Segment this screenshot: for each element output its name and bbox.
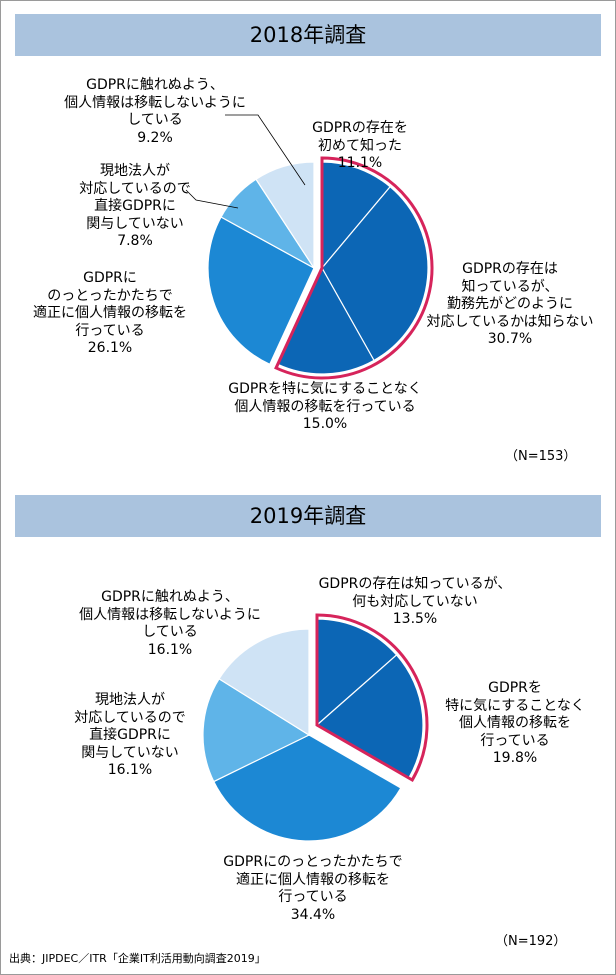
pie2019-label-2: GDPRにのっとったかたちで 適正に個人情報の移転を 行っている 34.4% — [223, 854, 403, 923]
source-note: 出典：JIPDEC／ITR「企業IT利活用動向調査2019」 — [9, 952, 266, 965]
pie2018-label-3: GDPRに のっとったかたちで 適正に個人情報の移転を 行っている 26.1% — [33, 270, 187, 356]
pie2019-label-4: GDPRに触れぬよう、 個人情報は移転しないように している 16.1% — [79, 589, 261, 658]
pie2018-label-5: GDPRに触れぬよう、 個人情報は移転しないように している 9.2% — [64, 77, 246, 146]
pie2018-label-0: GDPRの存在を 初めて知った 11.1% — [312, 120, 408, 171]
chart-title-2019: 2019年調査 — [15, 495, 601, 537]
pie2018-label-1: GDPRの存在は 知っているが、 勤務先がどのように 対応しているかは知らない … — [426, 261, 594, 347]
pie2018-label-2: GDPRを特に気にすることなく 個人情報の移転を行っている 15.0% — [228, 381, 422, 432]
pie2018-label-4: 現地法人が 対応しているので 直接GDPRに 関与していない 7.8% — [79, 163, 191, 249]
pie0-slice-1 — [321, 185, 429, 362]
pie1-highlight-outline — [315, 613, 429, 783]
pie2019-label-3: 現地法人が 対応しているので 直接GDPRに 関与していない 16.1% — [74, 692, 186, 778]
pie0-highlight-outline — [274, 156, 434, 380]
pie1-slice-4 — [218, 628, 310, 737]
pie0-callout-line-1 — [185, 189, 239, 209]
pie2019-label-0: GDPRの存在は知っているが、 何も対応していない 13.5% — [318, 576, 512, 627]
pie2019-n: （N=192） — [495, 934, 567, 949]
pie1-slice-3 — [202, 678, 311, 783]
pie0-callout-line-0 — [225, 114, 306, 186]
pie1-slice-1 — [315, 654, 424, 779]
pie1-slice-2 — [212, 734, 402, 842]
chart-title-2018: 2018年調査 — [15, 14, 601, 56]
pie0-slice-2 — [276, 266, 375, 375]
pie2019-label-1: GDPRを 特に気にすることなく 個人情報の移転を 行っている 19.8% — [445, 680, 585, 766]
pie2018-n: （N=153） — [505, 449, 577, 464]
pie0-slice-5 — [255, 161, 315, 271]
pie1-slice-0 — [316, 618, 398, 727]
